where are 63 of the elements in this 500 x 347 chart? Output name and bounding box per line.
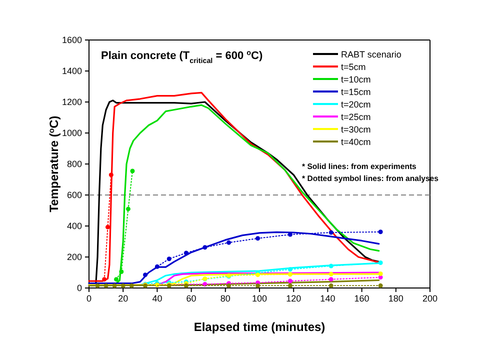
point	[378, 271, 383, 276]
point	[126, 206, 130, 212]
point	[112, 283, 117, 288]
legend-label: t=20cm	[341, 100, 371, 110]
point	[130, 168, 135, 174]
point	[288, 267, 292, 272]
legend-label: t=30cm	[341, 124, 371, 134]
point	[106, 224, 110, 230]
point	[378, 283, 383, 288]
x-tick-label: 100	[252, 293, 268, 304]
point	[154, 264, 160, 269]
point	[328, 264, 334, 268]
y-tick-label: 1600	[62, 34, 82, 45]
point	[328, 230, 334, 235]
point	[143, 272, 148, 278]
point	[288, 272, 292, 277]
point	[226, 240, 232, 245]
y-tick-label: 1400	[62, 66, 82, 76]
point	[328, 272, 334, 276]
x-tick-label: 0	[86, 293, 92, 304]
point	[378, 260, 383, 265]
x-tick-label: 180	[388, 293, 404, 304]
point	[166, 256, 172, 262]
legend-label: t=40cm	[341, 137, 371, 147]
point	[129, 283, 134, 288]
x-tick-label: 200	[422, 293, 438, 304]
x-tick-label: 80	[220, 293, 230, 304]
y-tick-label: 1200	[62, 96, 82, 107]
legend-label: t=25cm	[341, 112, 371, 122]
y-tick-label: 200	[66, 252, 82, 262]
point	[120, 283, 126, 288]
point	[256, 236, 260, 241]
point	[202, 245, 208, 250]
legend-label: t=15cm	[341, 87, 371, 97]
x-tick-label: 120	[286, 293, 302, 304]
y-tick-label: 0	[76, 282, 82, 293]
x-tick-label: 60	[186, 293, 196, 304]
legend-label: RABT scenario	[341, 50, 402, 60]
point	[102, 277, 107, 282]
point	[114, 277, 119, 282]
point	[119, 269, 124, 274]
legend-label: t=10cm	[341, 74, 371, 84]
y-tick-label: 1000	[62, 128, 82, 138]
text: Plain concrete (T$_{critical}$ = 600 $^{o}$C)	[101, 49, 263, 65]
point	[328, 277, 334, 282]
x-axis-title: Elapsed time (minutes)	[194, 320, 326, 334]
x-tick-label: 20	[118, 293, 128, 304]
x-tick-label: 160	[354, 293, 370, 304]
y-tick-label: 800	[66, 158, 82, 169]
point	[378, 230, 383, 234]
y-tick-label: 400	[66, 220, 82, 231]
point	[95, 283, 100, 288]
point	[104, 283, 108, 288]
legend-label: t=5cm	[341, 62, 366, 72]
point	[328, 283, 334, 288]
y-tick-label: 600	[66, 190, 82, 200]
point	[108, 172, 114, 178]
point	[184, 250, 188, 256]
x-tick-label: 140	[320, 293, 336, 304]
x-tick-label: 40	[152, 293, 162, 304]
point	[288, 278, 292, 284]
point	[288, 283, 292, 288]
point	[256, 283, 260, 288]
